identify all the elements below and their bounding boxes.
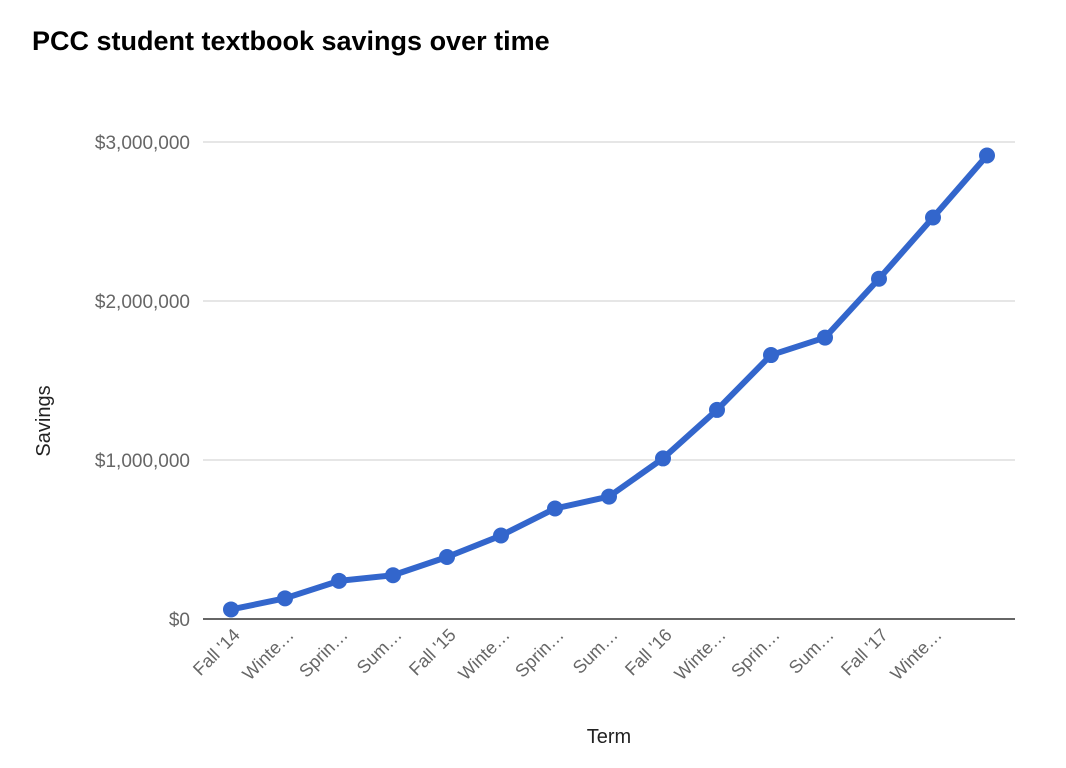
x-tick-label: Sprin…: [727, 625, 784, 682]
x-tick-label: Winte…: [454, 625, 513, 684]
y-tick-label: $2,000,000: [95, 292, 190, 313]
series-line-layer: [228, 152, 990, 613]
x-tick-label: Fall '16: [621, 625, 676, 680]
y-tick-label: $1,000,000: [95, 451, 190, 472]
data-point: [979, 147, 995, 164]
data-point: [871, 270, 887, 287]
data-point: [655, 450, 671, 467]
data-point: [385, 567, 401, 584]
x-tick-label: Fall '17: [837, 625, 892, 680]
x-tick-label: Sprin…: [295, 625, 352, 682]
x-axis-label: Term: [587, 726, 631, 748]
data-point: [763, 347, 779, 364]
data-point: [493, 527, 509, 544]
y-axis-ticks: $0 $1,000,000 $2,000,000 $3,000,000: [95, 133, 190, 631]
x-tick-label: Fall '15: [405, 625, 460, 680]
x-tick-label: Winte…: [670, 625, 729, 684]
data-point: [439, 548, 455, 565]
x-tick-label: Sum…: [569, 625, 622, 678]
series-points: [223, 147, 995, 618]
data-point: [277, 590, 293, 607]
x-tick-label: Winte…: [238, 625, 297, 684]
x-tick-label: Sum…: [353, 625, 406, 678]
data-point: [331, 572, 347, 589]
gridlines: [203, 141, 1015, 620]
data-point: [547, 500, 563, 517]
x-tick-label: Sum…: [785, 625, 838, 678]
data-point: [709, 401, 725, 418]
x-tick-label: Winte…: [886, 625, 945, 684]
x-tick-label: Fall '14: [189, 625, 244, 680]
data-point: [223, 601, 239, 618]
data-point: [601, 488, 617, 505]
series-line: [228, 152, 990, 613]
y-tick-label: $3,000,000: [95, 133, 190, 154]
chart-title: PCC student textbook savings over time: [32, 26, 550, 56]
y-axis-label: Savings: [33, 385, 55, 456]
data-point: [817, 329, 833, 346]
y-tick-label: $0: [169, 610, 190, 631]
x-tick-label: Sprin…: [511, 625, 568, 682]
data-point: [925, 209, 941, 226]
